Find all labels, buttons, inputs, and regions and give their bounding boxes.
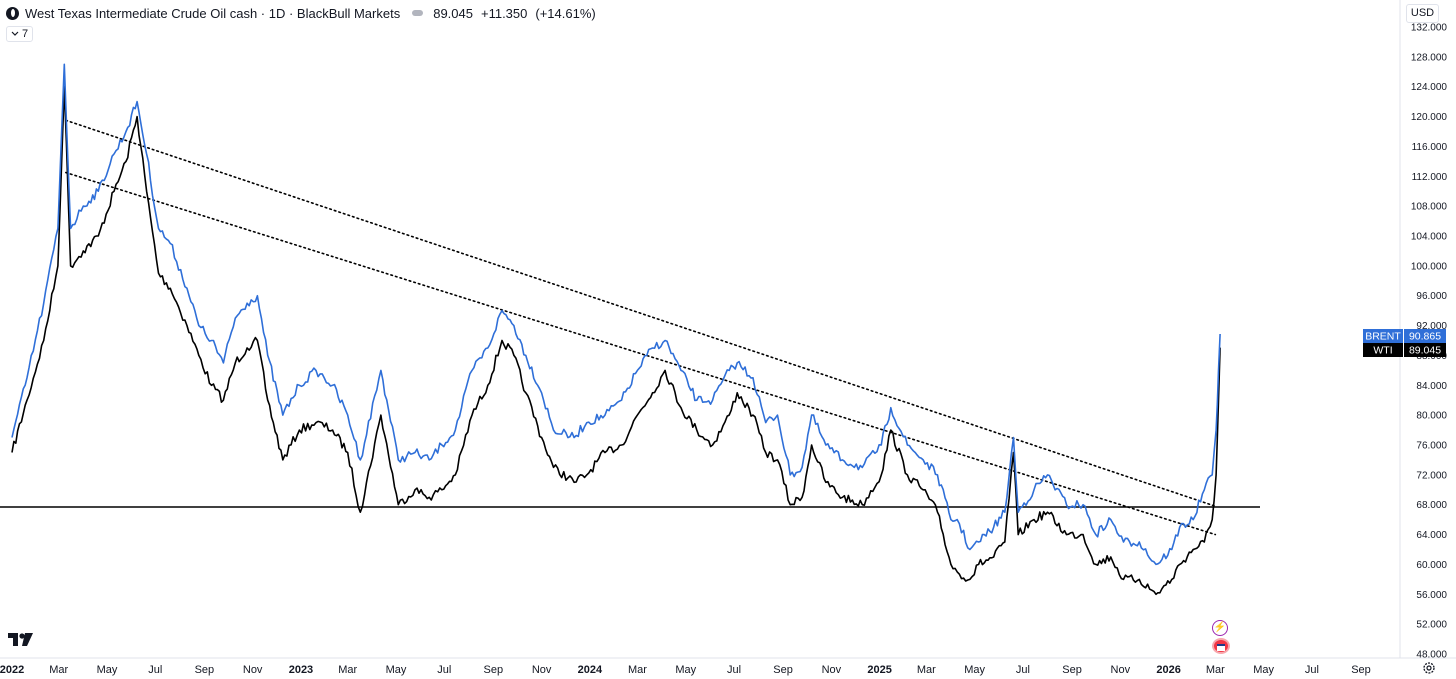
badge-series-value: 89.045 <box>1409 345 1441 357</box>
header-price: 89.045 <box>433 5 473 21</box>
x-tick-label: 2024 <box>578 664 603 676</box>
market-status-icon[interactable] <box>412 10 424 16</box>
x-tick-label: Nov <box>243 664 263 676</box>
x-tick-label: Mar <box>49 664 68 676</box>
y-tick-label: 116.000 <box>1412 142 1448 153</box>
badge-value-bg <box>1404 329 1446 343</box>
y-tick-label: 92.000 <box>1416 321 1447 332</box>
trendline-upper <box>65 119 1217 508</box>
badge-name-bg <box>1363 329 1403 343</box>
x-tick-label: Jul <box>1305 664 1319 676</box>
x-tick-label: 2025 <box>867 664 891 676</box>
x-tick-label: May <box>1253 664 1274 676</box>
y-tick-label: 52.000 <box>1416 620 1447 631</box>
y-tick-label: 64.000 <box>1416 530 1447 541</box>
last-value-badge-brent: BRENT 90.865 <box>1363 329 1446 343</box>
chart-title[interactable]: West Texas Intermediate Crude Oil cash ·… <box>25 5 401 21</box>
y-tick-label: 72.000 <box>1416 470 1447 481</box>
x-tick-label: Jul <box>1016 664 1030 676</box>
tradingview-logo-icon[interactable] <box>8 633 34 647</box>
y-tick-label: 60.000 <box>1416 560 1447 571</box>
y-tick-label: 68.000 <box>1416 500 1447 511</box>
y-tick-label: 104.000 <box>1411 232 1448 243</box>
x-tick-label: Sep <box>773 664 793 676</box>
x-tick-label: 2022 <box>0 664 24 676</box>
y-tick-label: 96.000 <box>1416 291 1447 302</box>
header-change: +11.350 <box>480 5 528 21</box>
y-tick-label: 112.000 <box>1412 172 1448 183</box>
badge-name-bg <box>1363 343 1403 357</box>
x-tick-label: Nov <box>822 664 842 676</box>
last-value-badge-wti: WTI 89.045 <box>1363 343 1446 357</box>
x-tick-label: Jul <box>727 664 741 676</box>
x-tick-label: 2026 <box>1156 664 1180 676</box>
x-tick-label: May <box>97 664 118 676</box>
badge-series-value: 90.865 <box>1409 331 1441 343</box>
x-tick-label: Sep <box>195 664 215 676</box>
y-tick-label: 80.000 <box>1416 411 1447 422</box>
x-tick-label: Mar <box>338 664 357 676</box>
x-tick-label: May <box>675 664 696 676</box>
x-tick-label: Mar <box>1206 664 1225 676</box>
badge-series-name: BRENT <box>1365 331 1401 343</box>
x-tick-label: May <box>964 664 985 676</box>
y-tick-label: 124.000 <box>1411 82 1448 93</box>
x-tick-label: Mar <box>917 664 936 676</box>
x-tick-label: Nov <box>532 664 552 676</box>
badge-series-name: WTI <box>1373 345 1392 357</box>
us-flag-icon[interactable] <box>1212 638 1230 654</box>
y-tick-label: 100.000 <box>1411 261 1448 272</box>
lightning-icon[interactable]: ⚡ <box>1212 620 1228 636</box>
settings-icon[interactable] <box>1422 661 1436 675</box>
symbol-logo-icon[interactable] <box>6 6 19 20</box>
x-tick-label: 2023 <box>289 664 313 676</box>
header-change-pct: (+14.61%) <box>535 5 596 21</box>
trendline-lower <box>65 171 1217 536</box>
y-tick-label: 128.000 <box>1411 52 1448 63</box>
y-tick-label: 56.000 <box>1416 590 1447 601</box>
currency-button[interactable]: USD <box>1406 4 1439 23</box>
series-line-brent <box>11 63 1221 566</box>
badge-value-bg <box>1404 343 1446 357</box>
x-tick-label: Mar <box>628 664 647 676</box>
y-tick-label: 76.000 <box>1416 441 1447 452</box>
x-tick-label: Sep <box>1351 664 1371 676</box>
x-tick-label: Jul <box>437 664 451 676</box>
y-tick-label: 48.000 <box>1416 650 1447 661</box>
x-tick-label: Sep <box>1062 664 1082 676</box>
indicator-count: 7 <box>22 28 29 40</box>
x-tick-label: Nov <box>1111 664 1131 676</box>
chevron-down-icon <box>11 31 19 36</box>
series-line-wti <box>11 85 1221 596</box>
x-tick-label: May <box>386 664 407 676</box>
y-tick-label: 132.000 <box>1411 23 1448 34</box>
chart-header: West Texas Intermediate Crude Oil cash ·… <box>6 4 598 22</box>
x-tick-label: Jul <box>148 664 162 676</box>
y-tick-label: 108.000 <box>1411 202 1448 213</box>
indicator-toggle-button[interactable]: 7 <box>6 26 34 42</box>
y-tick-label: 84.000 <box>1416 381 1447 392</box>
y-tick-label: 120.000 <box>1411 112 1448 123</box>
x-tick-label: Sep <box>484 664 504 676</box>
